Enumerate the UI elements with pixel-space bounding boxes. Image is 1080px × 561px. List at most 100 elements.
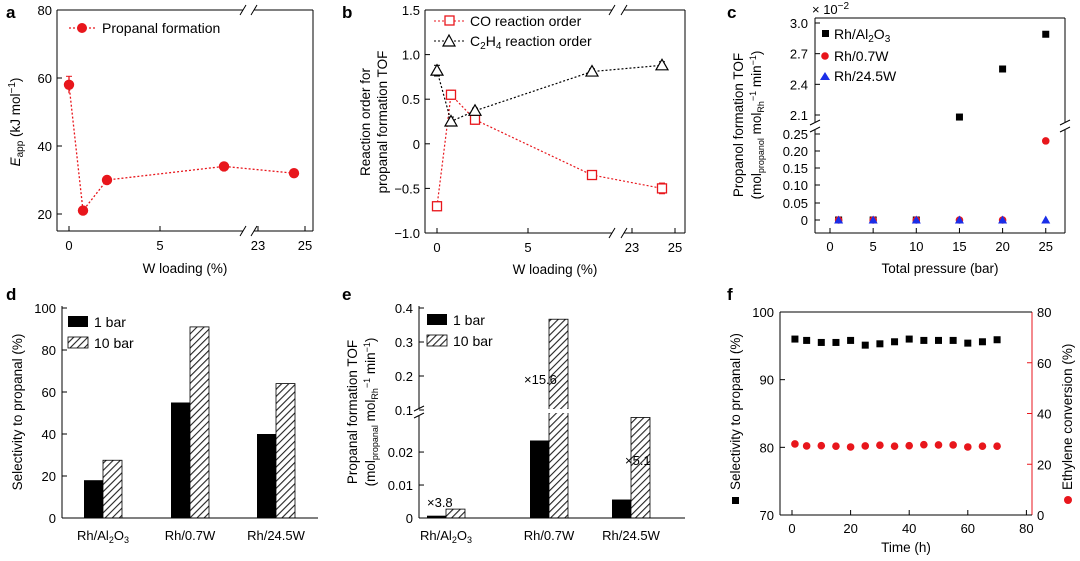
panel-a-series-line bbox=[68, 84, 295, 213]
panel-e-y-label-2: (molpropanal molRh−1 min−1) bbox=[362, 338, 380, 487]
panel-c-y-tick-label: 2.7 bbox=[790, 47, 808, 62]
panel-c-yl-d: Rh bbox=[756, 101, 766, 113]
panel-d-y-tick-label: 0 bbox=[49, 511, 56, 526]
panel-e-y-label-1: Propanal formation TOF bbox=[345, 340, 360, 484]
panel-e-legend-swatch-10bar bbox=[426, 334, 448, 347]
panel-e-cat-sub: 2 bbox=[452, 535, 457, 545]
panel-f-right-tick-label: 40 bbox=[1037, 407, 1051, 422]
panel-f-left-tick-label: 70 bbox=[760, 508, 774, 523]
panel-a-y-tick-label: 60 bbox=[38, 71, 52, 86]
panel-f-selectivity-point bbox=[964, 339, 972, 347]
panel-f-conversion-point bbox=[846, 443, 855, 451]
panel-f-x-tick-label: 80 bbox=[1019, 521, 1033, 536]
panel-c-data-point-al2o3 bbox=[955, 113, 963, 121]
panel-d-y-tick-label: 60 bbox=[42, 385, 56, 400]
panel-d-y-tick-label: 80 bbox=[42, 343, 56, 358]
panel-a-data-point bbox=[218, 161, 230, 172]
panel-f-conversion-point bbox=[890, 442, 899, 451]
panel-e-bar-1bar bbox=[612, 499, 631, 518]
panel-b-x-tick-label: 25 bbox=[668, 240, 682, 255]
panel-b-y-tick-label: 1.5 bbox=[402, 3, 420, 18]
panel-d-bar-1bar bbox=[257, 434, 276, 518]
panel-b-data-point-c2h4 bbox=[429, 63, 445, 76]
panel-c-y-tick-label: 0.20 bbox=[783, 144, 808, 159]
panel-c: c 0 5 10 15 20 25 0 0.05 0.10 0.15 0.20 0.25 2.1 2.4 2… bbox=[727, 1, 1071, 276]
panel-c-legend-2: 2 bbox=[868, 34, 874, 45]
panel-f-selectivity-point bbox=[949, 336, 957, 344]
panel-c-yl-f: min bbox=[749, 65, 764, 91]
panel-b-top-break bbox=[608, 4, 628, 16]
panel-c-data-point-245w bbox=[954, 215, 964, 224]
panel-e-yl-f: min bbox=[363, 352, 378, 378]
panel-c-y-label-1: Propanol formation TOF bbox=[731, 53, 746, 197]
panel-f-right-tick-label: 60 bbox=[1037, 356, 1051, 371]
panel-c-data-point-07w bbox=[1041, 137, 1050, 145]
panel-c-data-point-245w bbox=[868, 215, 878, 224]
panel-d-y-tick-label: 40 bbox=[42, 427, 56, 442]
panel-e-category-label: Rh/0.7W bbox=[524, 528, 575, 543]
panel-e-yl-g: −1 bbox=[362, 342, 372, 352]
panel-b-x-tick-label: 0 bbox=[433, 240, 440, 255]
panel-b-y-tick-label: 0.5 bbox=[402, 92, 420, 107]
panel-e-letter: e bbox=[342, 285, 351, 304]
panel-f-selectivity-point bbox=[993, 336, 1001, 344]
panel-c-scale-prefix: × 10 bbox=[812, 2, 838, 17]
panel-e-yl-e: −1 bbox=[362, 378, 372, 388]
panel-b-data-point-c2h4 bbox=[443, 114, 459, 127]
panel-a-x-break bbox=[239, 225, 258, 237]
panel-f-selectivity-point bbox=[891, 338, 899, 346]
panel-c-yl-b: propanol bbox=[756, 138, 766, 173]
panel-f-x-tick-label: 40 bbox=[902, 521, 916, 536]
panel-b-x-tick-label: 23 bbox=[625, 240, 639, 255]
panel-d-cat-part: Rh/Al bbox=[77, 528, 109, 543]
panel-b-x-label: W loading (%) bbox=[513, 262, 598, 277]
panel-e-cat-sub: 3 bbox=[467, 535, 472, 545]
panel-f-selectivity-point bbox=[861, 341, 869, 349]
panel-f-conversion-point bbox=[802, 442, 811, 450]
panel-c-letter: c bbox=[727, 3, 736, 22]
panel-f-left-tick-label: 100 bbox=[752, 305, 774, 320]
panel-f-conversion-point bbox=[993, 442, 1001, 451]
panel-f-selectivity-point bbox=[847, 336, 855, 344]
panel-f-conversion-point bbox=[905, 441, 913, 450]
panel-a-x-tick-label: 5 bbox=[156, 238, 163, 253]
panel-e-bar-1bar bbox=[530, 440, 549, 518]
panel-e-legend-label-10bar: 10 bar bbox=[453, 333, 493, 349]
panel-e-yl-h: ) bbox=[363, 338, 378, 343]
panel-f-conversion-point bbox=[949, 441, 957, 449]
panel-c-yl-e: −1 bbox=[748, 91, 758, 101]
panel-f-selectivity-point bbox=[832, 338, 840, 346]
panel-e-bar-1bar bbox=[427, 515, 446, 518]
panel-c-y-tick-label: 2.4 bbox=[790, 77, 808, 92]
panel-c-x-tick-label: 25 bbox=[1039, 239, 1053, 254]
panel-c-y-label-2: (molpropanol molRh−1 min−1) bbox=[748, 51, 766, 200]
panel-d-bar-10bar bbox=[275, 383, 296, 519]
panel-c-yl-h: ) bbox=[749, 51, 764, 56]
panel-a-data-point bbox=[288, 168, 300, 179]
panel-b-data-point-co bbox=[445, 89, 457, 100]
panel-c-legend-al: Rh/Al bbox=[834, 26, 868, 42]
panel-b-y-label-2: propanal formation TOF bbox=[375, 51, 390, 194]
panel-a-y-label: Eapp (kJ mol−1) bbox=[7, 78, 26, 167]
panel-a-x-tick-label: 0 bbox=[65, 238, 72, 253]
panel-a-data-point bbox=[77, 205, 89, 216]
panel-c-y-tick-label: 0.05 bbox=[783, 196, 808, 211]
panel-d-bar-10bar bbox=[102, 459, 123, 519]
panel-e-annotation: ×15.6 bbox=[524, 372, 557, 387]
panel-d-y-label: Selectivity to propanal (%) bbox=[10, 334, 25, 491]
panel-c-data-point-245w bbox=[998, 215, 1008, 224]
panel-f-x-tick-label: 60 bbox=[961, 521, 975, 536]
panel-c-yl-c: mol bbox=[749, 113, 764, 139]
panel-b-legend-c: C bbox=[470, 33, 480, 49]
panel-a-y-tick-label: 20 bbox=[38, 207, 52, 222]
panel-f-selectivity-point bbox=[978, 338, 986, 346]
panel-b-legend-rest: reaction order bbox=[501, 33, 592, 49]
panel-d-cat-sub: 2 bbox=[109, 535, 114, 545]
panel-b-letter: b bbox=[342, 3, 352, 22]
panel-c-y-break bbox=[809, 119, 821, 133]
panel-c-yl-g: −1 bbox=[748, 55, 758, 65]
panel-d-bar-1bar bbox=[84, 480, 103, 518]
panel-e-y-tick-label: 0.02 bbox=[388, 445, 413, 460]
panel-f-conversion-point bbox=[920, 440, 928, 449]
